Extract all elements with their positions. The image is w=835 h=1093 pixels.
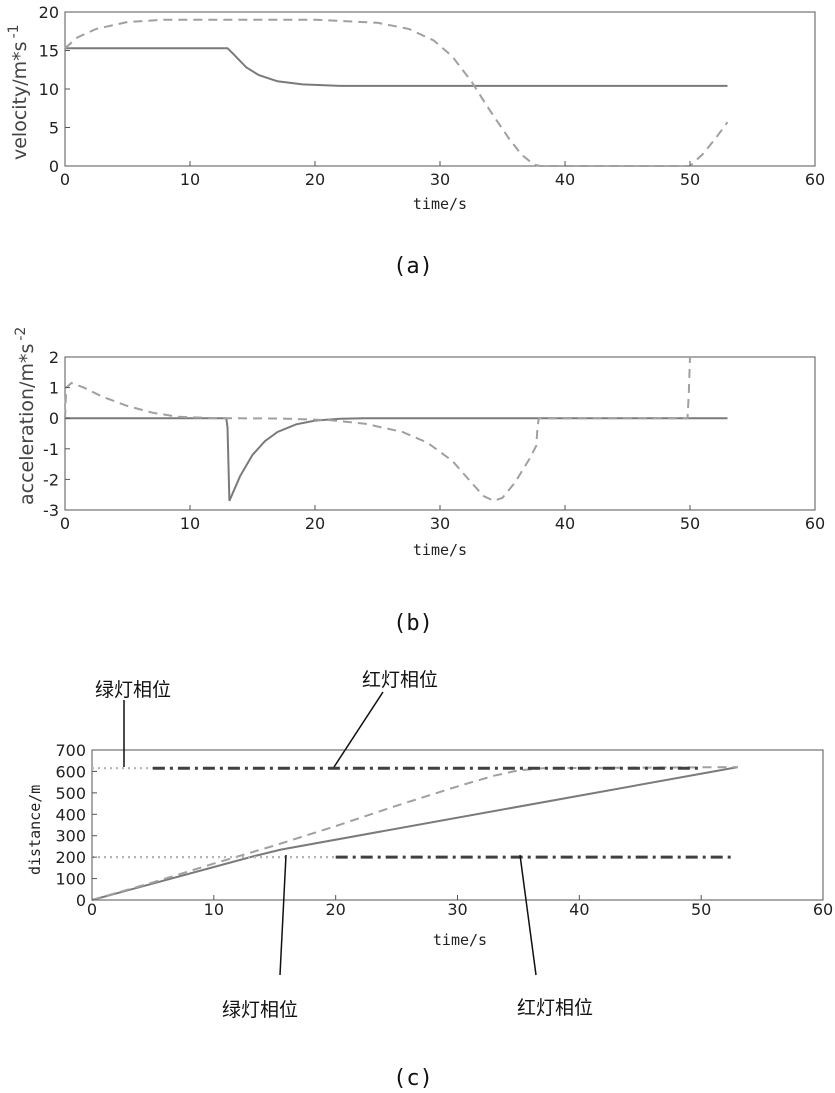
annotation-green-phase-top: 绿灯相位 [95,679,171,701]
panel-a-series-0-solid-line [65,48,728,86]
panel-a-velocity-chart: 0 10 20 30 40 50 60 0 5 10 15 20 time/s velocity/m*… [6,3,825,279]
panel-b-y-axis-label-exponent: -2 [13,327,29,341]
annotation-leader-red-top [334,692,383,767]
panel-c-x-tick-label: 0 [87,900,97,919]
panel-c-y-tick-label: 400 [55,805,86,824]
panel-b-plot-frame [65,357,815,510]
panel-b-series-1-dashed-line [65,357,690,501]
panel-c-y-tick-label: 700 [55,741,86,760]
panel-a-x-tick-label: 30 [430,170,450,189]
panel-c-y-tick-label: 600 [55,762,86,781]
panel-a-series-1-dashed-line [65,20,728,166]
panel-b-caption: (b) [393,611,433,636]
panel-b-x-tick-label: 30 [430,514,450,533]
panel-a-series-layer [65,20,728,166]
panel-b-y-tick-label: -2 [43,470,59,489]
panel-a-y-tick-label: 15 [39,42,59,61]
panel-c-series-1-dashed-line [92,767,738,900]
annotation-green-phase-bottom: 绿灯相位 [222,999,298,1021]
panel-c-y-tick-label: 100 [55,870,86,889]
panel-c-y-tick-label: 200 [55,848,86,867]
panel-b-tick-layer: 0 10 20 30 40 50 60 -3 -2 -1 0 1 2 [43,348,825,533]
panel-a-y-axis-label-exponent: -1 [6,24,22,38]
panel-b-x-tick-label: 60 [805,514,825,533]
panel-a-caption: (a) [393,254,433,279]
panel-c-x-tick-label: 10 [204,900,224,919]
panel-a-y-tick-label: 0 [49,157,59,176]
panel-a-y-tick-label: 5 [49,119,59,138]
panel-a-x-tick-label: 50 [680,170,700,189]
annotation-leader-green-bottom [280,855,286,975]
annotation-leader-red-bottom [520,855,536,975]
panel-c-x-tick-label: 40 [569,900,589,919]
panel-c-y-tick-label: 500 [55,784,86,803]
panel-b-acceleration-chart: 0 10 20 30 40 50 60 -3 -2 -1 0 1 2 time/s accelerati… [13,327,825,636]
panel-b-series-0-solid-line [65,418,728,501]
panel-a-x-tick-label: 60 [805,170,825,189]
panel-c-x-tick-label: 20 [325,900,345,919]
panel-a-x-tick-label: 20 [305,170,325,189]
panel-c-x-axis-label: time/s [433,931,487,949]
panel-a-y-tick-label: 20 [39,3,59,22]
panel-b-series-layer [65,357,728,501]
panel-b-x-tick-label: 40 [555,514,575,533]
panel-c-y-axis-label: distance/m [26,785,44,875]
panel-b-y-axis-label: acceleration/m*s -2 [13,327,38,505]
annotation-red-phase-bottom: 红灯相位 [517,997,593,1019]
panel-a-x-tick-label: 0 [60,170,70,189]
annotation-red-phase-top: 红灯相位 [362,669,438,691]
panel-b-x-tick-label: 0 [60,514,70,533]
panel-a-plot-frame [65,12,815,166]
panel-b-x-tick-label: 10 [180,514,200,533]
panel-b-x-axis-label: time/s [413,541,467,559]
panel-c-series-0-solid-line [92,767,738,900]
panel-c-y-tick-label: 300 [55,827,86,846]
panel-c-series-layer [92,767,738,900]
panel-a-y-axis-label-main: velocity/m*s [9,41,31,160]
panel-b-y-tick-label: 2 [49,348,59,367]
panel-c-distance-chart: 01020304050600100200300400500600700 time… [26,669,833,1091]
panel-a-x-tick-label: 10 [180,170,200,189]
panel-c-y-tick-label: 0 [76,891,86,910]
panel-b-x-tick-label: 50 [680,514,700,533]
panel-b-y-tick-label: 1 [49,379,59,398]
panel-c-x-tick-label: 30 [447,900,467,919]
panel-b-y-tick-label: 0 [49,409,59,428]
panel-b-y-tick-label: -1 [43,440,59,459]
panel-a-x-tick-label: 40 [555,170,575,189]
panel-a-y-axis-label: velocity/m*s -1 [6,24,31,160]
panel-a-y-tick-label: 10 [39,80,59,99]
panel-a-tick-layer: 0 10 20 30 40 50 60 0 5 10 15 20 [39,3,826,189]
panel-b-y-axis-label-main: acceleration/m*s [16,344,38,505]
panel-c-caption: (c) [393,1066,433,1091]
panel-b-x-tick-label: 20 [305,514,325,533]
panel-c-x-tick-label: 50 [691,900,711,919]
panel-c-x-tick-label: 60 [813,900,833,919]
panel-b-y-tick-label: -3 [43,501,59,520]
panel-a-x-axis-label: time/s [413,195,467,213]
